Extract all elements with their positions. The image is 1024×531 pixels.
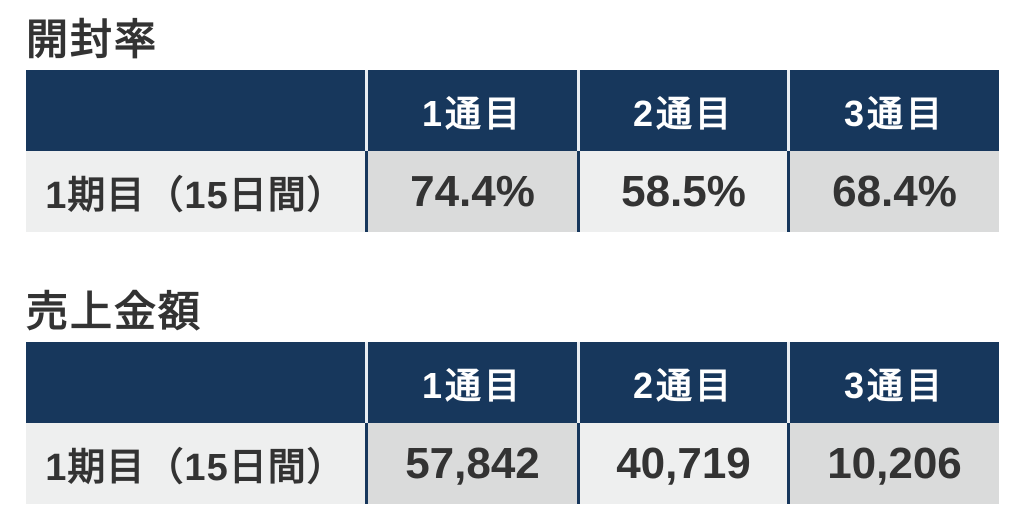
sales-amount-column-header-3: 3通目: [787, 342, 999, 423]
open-rate-row-label: 1期目（15日間）: [26, 151, 365, 232]
sales-amount-value-3: 10,206: [787, 423, 999, 504]
sales-amount-row-label: 1期目（15日間）: [26, 423, 365, 504]
sales-amount-title: 売上金額: [26, 288, 203, 335]
sales-amount-header-row: 1通目 2通目 3通目: [26, 342, 999, 423]
sales-amount-value-1: 57,842: [365, 423, 577, 504]
open-rate-title: 開封率: [26, 16, 159, 63]
open-rate-value-3: 68.4%: [787, 151, 999, 232]
sales-amount-corner-cell: [26, 342, 365, 423]
open-rate-corner-cell: [26, 70, 365, 151]
open-rate-column-header-1: 1通目: [365, 70, 577, 151]
sales-amount-column-header-2: 2通目: [577, 342, 787, 423]
open-rate-data-row: 1期目（15日間） 74.4% 58.5% 68.4%: [26, 151, 999, 232]
sales-amount-table: 1通目 2通目 3通目 1期目（15日間） 57,842 40,719 10,2…: [26, 342, 999, 504]
sales-amount-section: 売上金額 1通目 2通目 3通目 1期目（15日間） 57,842 40,719…: [26, 288, 999, 504]
open-rate-header-row: 1通目 2通目 3通目: [26, 70, 999, 151]
open-rate-section: 開封率 1通目 2通目 3通目 1期目（15日間） 74.4% 58.5% 68…: [26, 16, 999, 232]
open-rate-table: 1通目 2通目 3通目 1期目（15日間） 74.4% 58.5% 68.4%: [26, 70, 999, 232]
open-rate-column-header-3: 3通目: [787, 70, 999, 151]
sales-amount-column-header-1: 1通目: [365, 342, 577, 423]
open-rate-value-1: 74.4%: [365, 151, 577, 232]
sales-amount-data-row: 1期目（15日間） 57,842 40,719 10,206: [26, 423, 999, 504]
open-rate-column-header-2: 2通目: [577, 70, 787, 151]
open-rate-value-2: 58.5%: [577, 151, 787, 232]
sales-amount-value-2: 40,719: [577, 423, 787, 504]
